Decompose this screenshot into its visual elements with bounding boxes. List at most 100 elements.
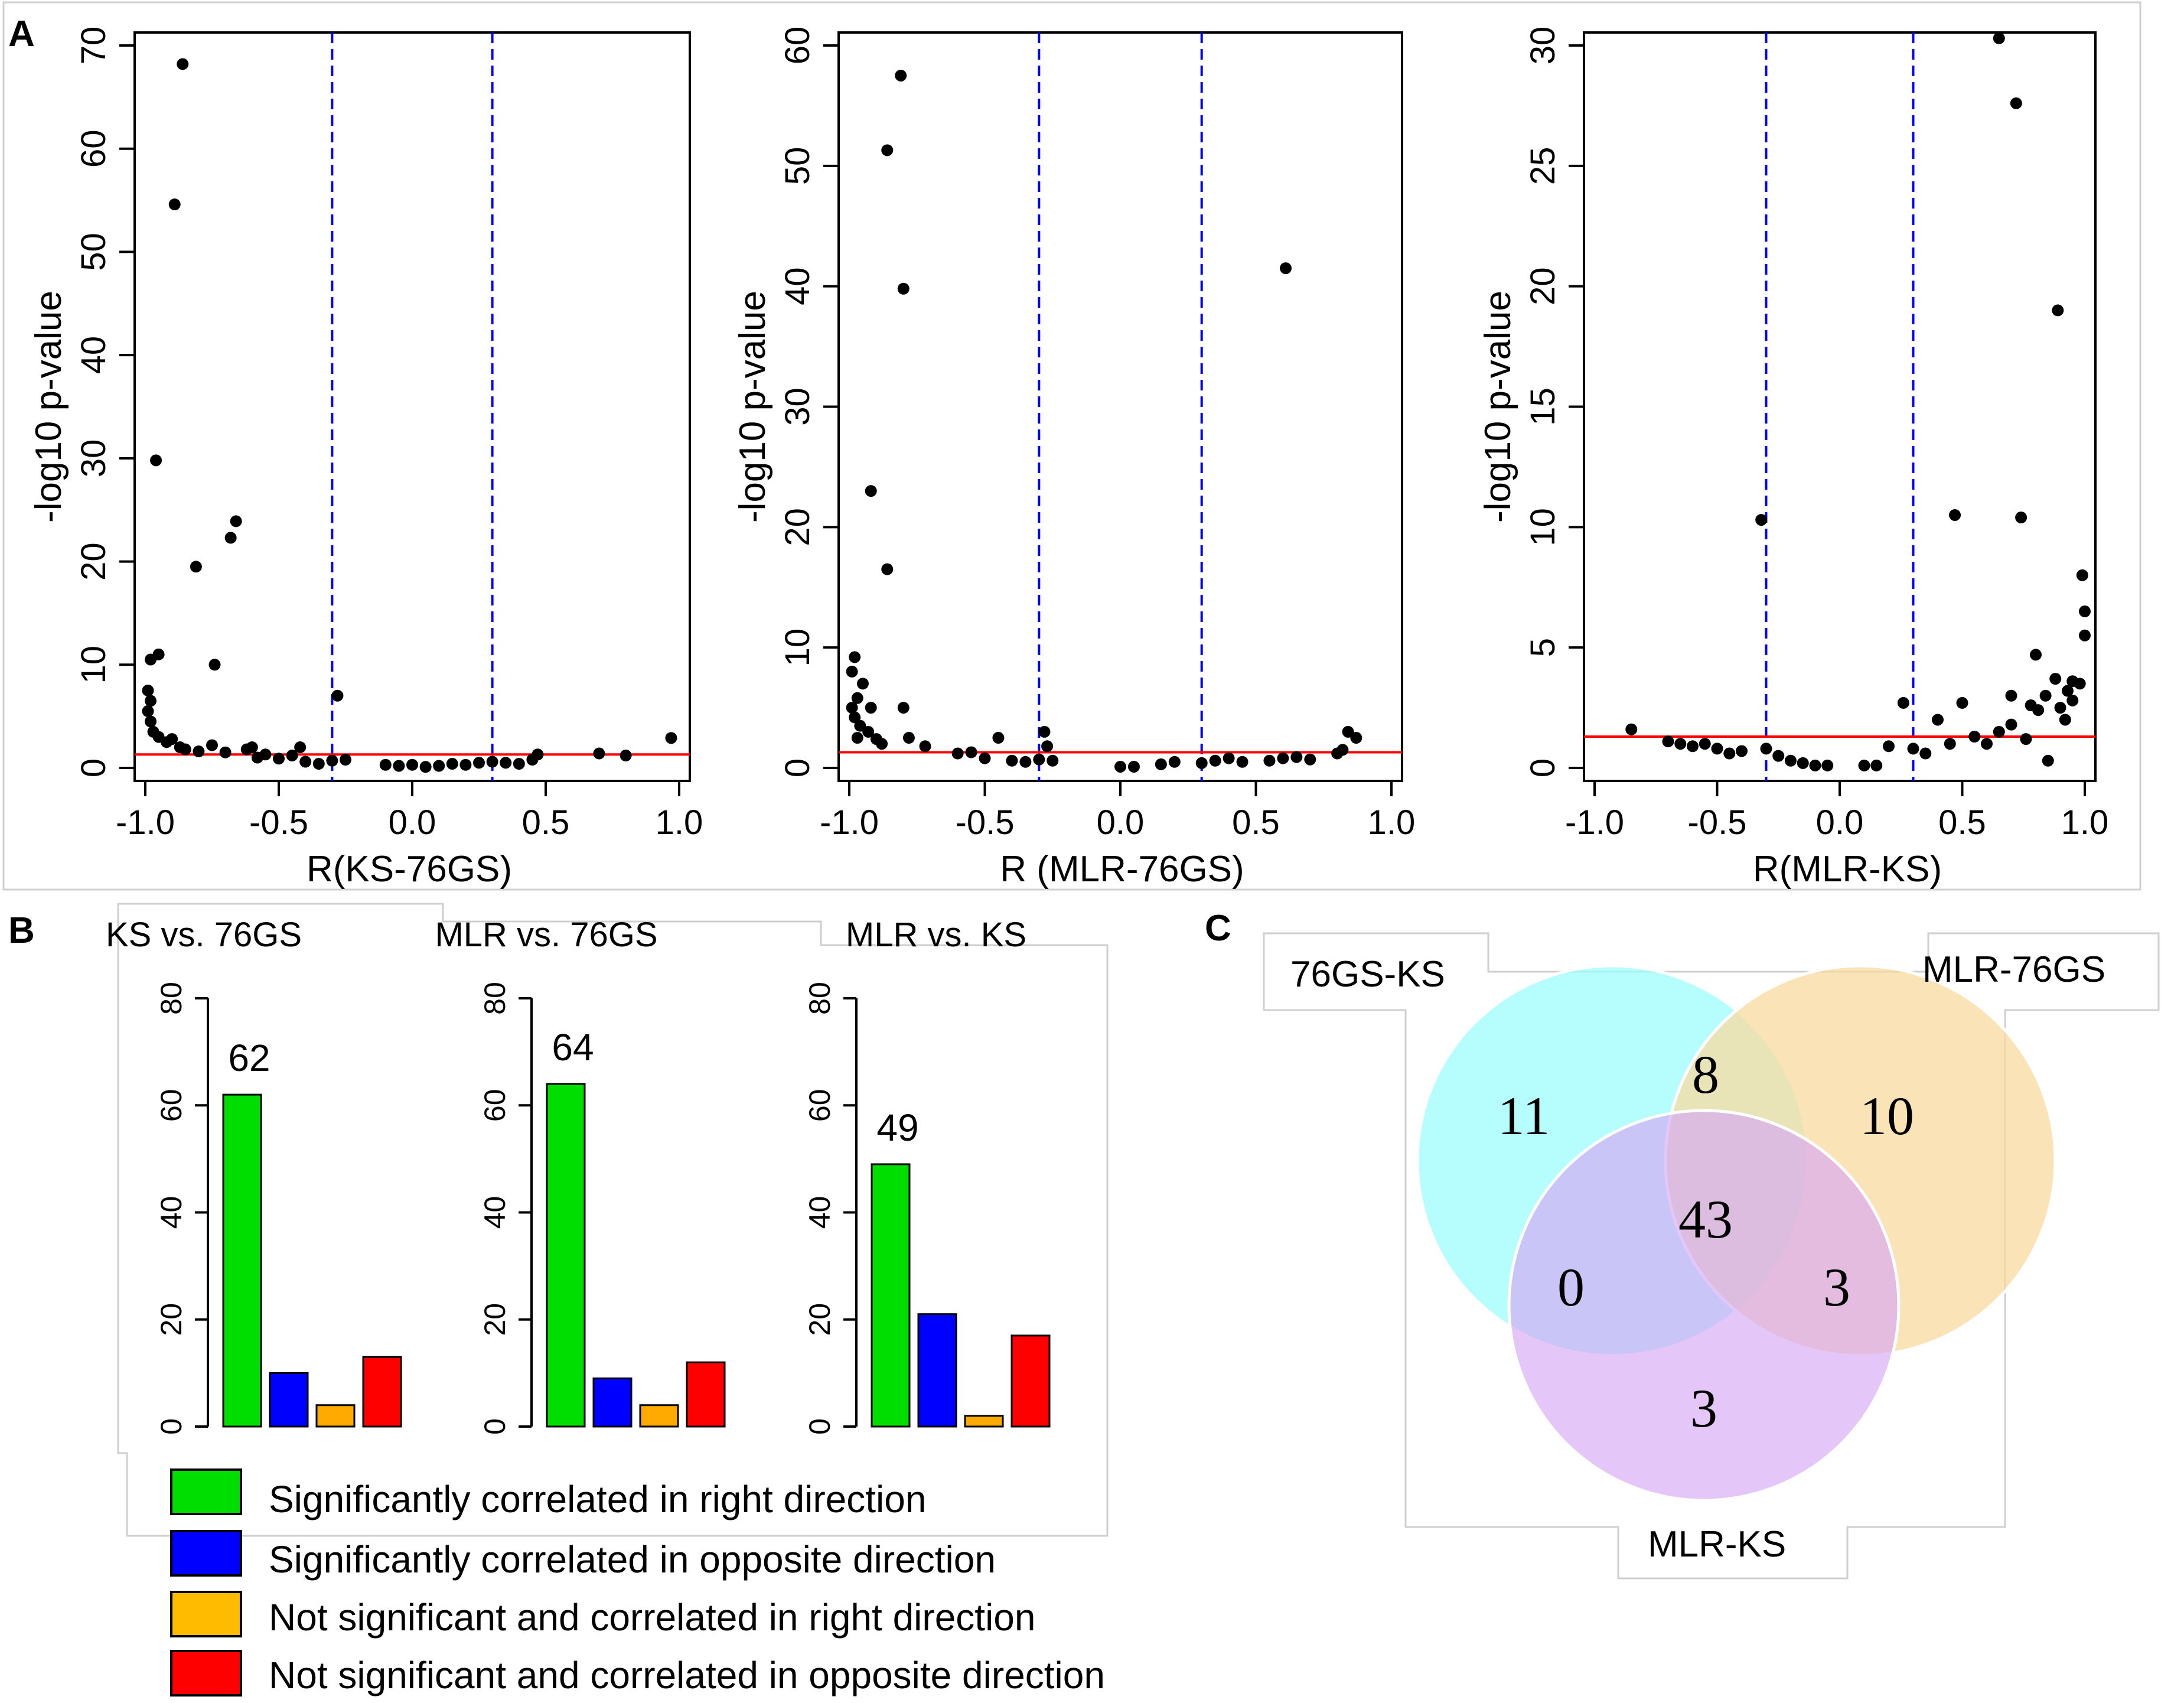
data-point bbox=[179, 743, 191, 756]
venn-label-mlr-76gs: MLR-76GS bbox=[1922, 949, 2105, 990]
scatter-plot-ks-76gs: -1.0 -0.5 0.0 0.5 1.0 0 10 20 30 40 50 60 70 R(KS-76G… bbox=[28, 27, 703, 890]
x-tick-label: -1.0 bbox=[820, 803, 879, 842]
y-tick-label: 20 bbox=[778, 508, 817, 546]
bar bbox=[222, 1093, 262, 1428]
data-point bbox=[865, 702, 877, 714]
legend-label-sig-opposite: Significantly correlated in opposite dir… bbox=[269, 1538, 996, 1581]
data-point bbox=[340, 754, 351, 766]
y-tick-label: 70 bbox=[74, 27, 113, 65]
data-point bbox=[208, 659, 221, 671]
y-tick-label: 0 bbox=[778, 758, 817, 777]
data-point bbox=[2010, 97, 2022, 109]
y-tick-label: 0 bbox=[803, 1418, 836, 1435]
y-tick-label: 60 bbox=[778, 27, 817, 65]
data-point bbox=[513, 758, 525, 770]
data-point bbox=[2079, 605, 2091, 618]
bar-chart-mlr-76gs: 0 20 40 60 80 64 MLR vs. 76GS bbox=[435, 916, 726, 1435]
y-tick-label: 0 bbox=[1524, 758, 1562, 777]
data-point bbox=[1723, 747, 1736, 760]
data-point bbox=[2061, 685, 2074, 697]
x-tick-label: 1.0 bbox=[1368, 803, 1416, 842]
y-tick-label: 60 bbox=[478, 1089, 511, 1122]
data-point bbox=[876, 738, 888, 750]
data-point bbox=[326, 754, 338, 767]
y-axis-title: -log10 p-value bbox=[1478, 291, 1518, 523]
y-tick-label: 30 bbox=[74, 439, 113, 478]
data-point bbox=[620, 750, 632, 762]
bar bbox=[964, 1415, 1004, 1428]
data-point bbox=[419, 761, 432, 773]
data-point bbox=[142, 684, 154, 696]
data-point bbox=[145, 695, 157, 707]
data-point bbox=[1223, 752, 1235, 764]
x-tick-label: -0.5 bbox=[1688, 803, 1747, 842]
bar-chart-title: KS vs. 76GS bbox=[106, 916, 302, 954]
data-point bbox=[851, 692, 863, 704]
panel-a-letter: A bbox=[8, 14, 35, 54]
data-point bbox=[193, 745, 205, 758]
data-point bbox=[593, 747, 605, 760]
bar bbox=[1010, 1334, 1051, 1428]
data-point bbox=[1809, 759, 1821, 771]
data-point bbox=[145, 653, 157, 666]
data-point bbox=[1127, 760, 1140, 773]
y-tick-label: 10 bbox=[1524, 508, 1562, 546]
y-tick-label: 30 bbox=[1524, 27, 1562, 65]
data-point bbox=[168, 198, 181, 211]
bar-chart-ks-76gs: 0 20 40 60 80 62 KS vs. 76GS bbox=[106, 916, 402, 1435]
scatter-plot-mlr-ks: -1.0 -0.5 0.0 0.5 1.0 0 5 10 15 20 25 30 R(MLR-KS) -l… bbox=[1478, 27, 2108, 890]
data-point bbox=[1755, 514, 1768, 526]
data-point bbox=[142, 705, 154, 717]
x-tick-label: -0.5 bbox=[249, 803, 308, 842]
y-tick-label: 60 bbox=[155, 1089, 188, 1122]
data-point bbox=[2059, 714, 2071, 726]
bar-chart-title: MLR vs. KS bbox=[846, 916, 1026, 954]
data-point bbox=[665, 732, 677, 744]
data-point bbox=[895, 69, 907, 82]
data-point bbox=[1821, 759, 1834, 771]
x-tick-label: 0.0 bbox=[1816, 803, 1864, 842]
y-tick-label: 10 bbox=[74, 646, 113, 684]
y-tick-label: 80 bbox=[155, 982, 188, 1015]
bar bbox=[362, 1356, 402, 1428]
x-tick-label: -1.0 bbox=[1565, 803, 1624, 842]
data-point bbox=[532, 748, 544, 761]
x-tick-label: -1.0 bbox=[116, 803, 175, 842]
data-point bbox=[1114, 760, 1126, 773]
data-point bbox=[862, 725, 875, 738]
data-point bbox=[1687, 740, 1699, 753]
data-point bbox=[190, 561, 202, 573]
data-point bbox=[1195, 757, 1208, 769]
data-point bbox=[1662, 735, 1674, 748]
y-tick-label: 0 bbox=[155, 1418, 188, 1435]
panel-b-letter: B bbox=[8, 910, 35, 951]
data-point bbox=[1277, 752, 1289, 764]
y-tick-label: 40 bbox=[478, 1196, 511, 1229]
data-point bbox=[902, 732, 915, 744]
bar bbox=[592, 1377, 633, 1428]
x-tick-label: 0.5 bbox=[1938, 803, 1986, 842]
data-point bbox=[1625, 723, 1638, 735]
venn-count-only-mlr-76gs: 10 bbox=[1860, 1086, 1914, 1146]
data-point bbox=[2052, 304, 2064, 317]
legend-label-nonsig-right: Not significant and correlated in right … bbox=[269, 1596, 1035, 1639]
data-point bbox=[1168, 756, 1181, 768]
data-point bbox=[1956, 696, 1968, 709]
bar-chart-mlr-ks: 0 20 40 60 80 49 MLR vs. KS bbox=[803, 916, 1051, 1435]
legend-swatch-nonsig-right bbox=[170, 1591, 242, 1637]
data-point bbox=[2066, 694, 2079, 706]
y-tick-label: 80 bbox=[478, 982, 511, 1015]
bar-value-label: 64 bbox=[552, 1026, 594, 1069]
data-point bbox=[1993, 725, 2005, 738]
data-point bbox=[1350, 732, 1362, 744]
data-point bbox=[2025, 699, 2037, 712]
data-point bbox=[2020, 733, 2032, 745]
data-point bbox=[219, 746, 232, 758]
y-tick-label: 60 bbox=[803, 1089, 836, 1122]
data-point bbox=[849, 651, 861, 663]
data-point bbox=[1047, 754, 1059, 767]
data-point bbox=[1304, 753, 1316, 766]
data-point bbox=[273, 753, 285, 765]
data-point bbox=[150, 454, 162, 467]
